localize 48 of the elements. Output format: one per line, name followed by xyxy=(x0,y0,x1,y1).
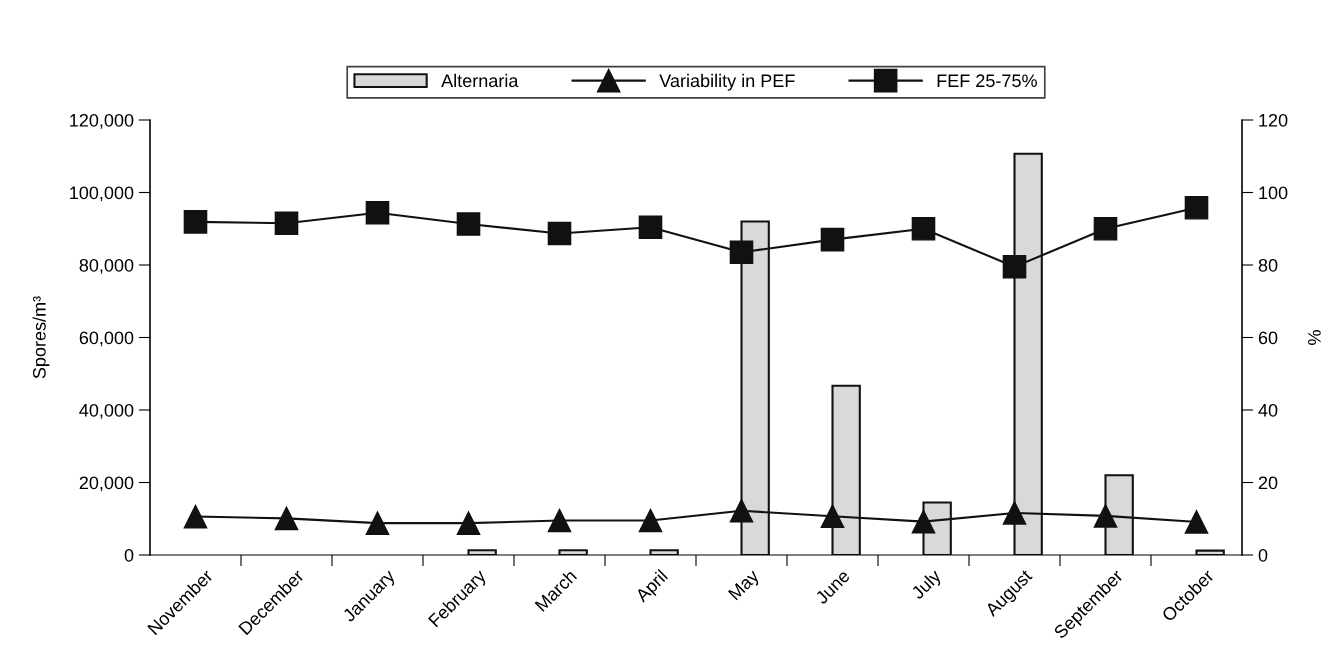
y-tick-label: 80,000 xyxy=(79,258,134,274)
point xyxy=(547,221,572,246)
point xyxy=(547,508,572,533)
point xyxy=(1184,195,1209,220)
y2-tick-label: 80 xyxy=(1258,258,1278,272)
y2-tick-label: 0 xyxy=(1258,548,1268,562)
y2-tick-label: 40 xyxy=(1258,403,1278,417)
x-tick-label: May xyxy=(728,568,763,604)
point xyxy=(456,511,481,535)
bar xyxy=(467,549,497,555)
point xyxy=(729,240,754,265)
point xyxy=(1184,510,1209,534)
bar xyxy=(649,549,679,555)
point xyxy=(274,211,299,236)
x-tick-label: July xyxy=(910,568,945,603)
legend-label: FEF 25-75% xyxy=(937,74,1037,88)
y2-tick-label: 20 xyxy=(1258,476,1278,490)
point xyxy=(638,215,663,240)
point xyxy=(820,504,845,529)
y-tick-label: 20,000 xyxy=(79,476,134,492)
point xyxy=(1002,255,1027,279)
legend-label: Variability in PEF xyxy=(659,73,795,91)
point xyxy=(456,212,481,236)
point xyxy=(638,508,663,533)
legend-label: Alternaria xyxy=(441,73,519,88)
point xyxy=(911,509,936,534)
y2-tick-label: 100 xyxy=(1259,186,1288,200)
point xyxy=(1093,504,1118,528)
point xyxy=(274,506,299,531)
bar xyxy=(558,549,588,555)
point xyxy=(183,210,208,234)
point xyxy=(365,200,390,225)
y-tick-label: 0 xyxy=(124,548,134,562)
y-axis-title: Spores/m³ xyxy=(32,296,50,379)
y-tick-label: 120,000 xyxy=(70,113,134,129)
y-tick-label: 60,000 xyxy=(79,331,134,347)
y2-axis-title: % xyxy=(1308,330,1321,345)
y-tick-label: 100,000 xyxy=(70,186,134,202)
point xyxy=(1002,501,1027,525)
y2-tick-label: 120 xyxy=(1259,113,1288,127)
point xyxy=(183,504,208,529)
point xyxy=(911,216,936,241)
point xyxy=(365,511,390,535)
point xyxy=(729,498,754,523)
point xyxy=(820,227,845,252)
point xyxy=(1093,216,1118,241)
y2-tick-label: 60 xyxy=(1258,331,1278,345)
y-tick-label: 40,000 xyxy=(79,403,134,419)
